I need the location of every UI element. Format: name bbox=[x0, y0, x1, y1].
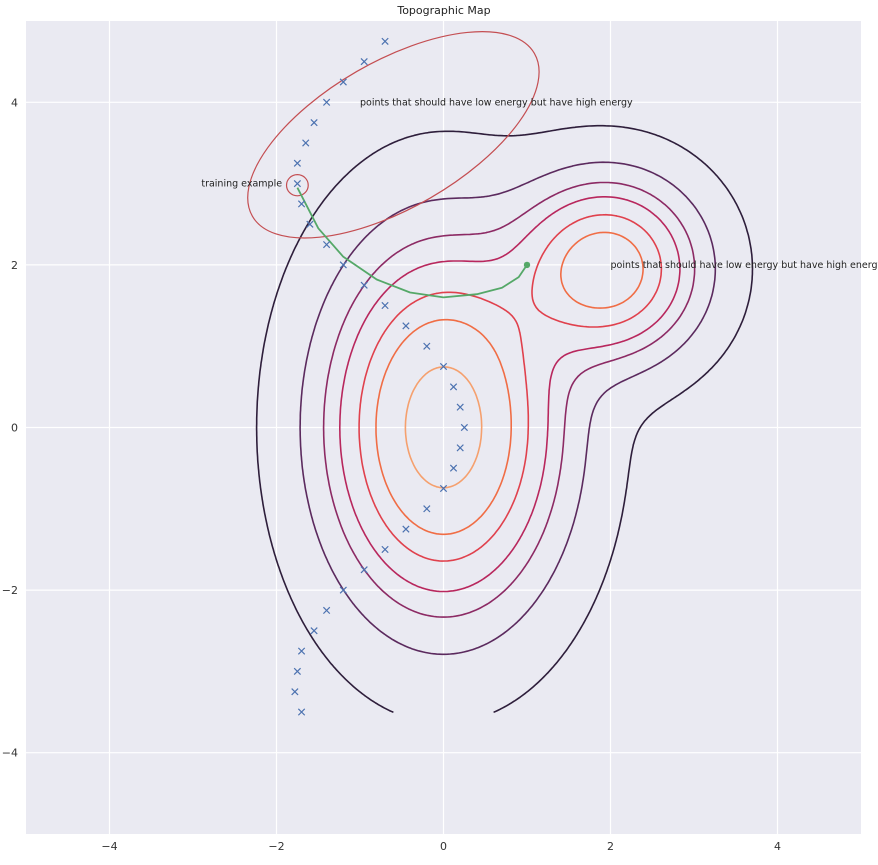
contour-level-2 bbox=[322, 181, 696, 618]
y-tick-label: −2 bbox=[2, 584, 18, 597]
sample-point bbox=[402, 322, 410, 330]
path-endpoint bbox=[523, 261, 531, 269]
grid-lines bbox=[26, 21, 861, 834]
sample-point bbox=[423, 505, 431, 513]
contour-level-4 bbox=[358, 213, 663, 562]
x-tick-label: −2 bbox=[268, 840, 284, 853]
x-tick-label: 0 bbox=[440, 840, 447, 853]
sample-point bbox=[360, 566, 368, 574]
y-tick-label: −4 bbox=[2, 747, 18, 760]
y-tick-label: 2 bbox=[11, 259, 18, 272]
sample-point bbox=[310, 627, 318, 635]
training-example-circle bbox=[285, 174, 309, 197]
high-energy-region bbox=[247, 31, 540, 239]
sample-point bbox=[423, 342, 431, 350]
sample-point bbox=[302, 139, 310, 147]
gradient-path bbox=[296, 187, 531, 299]
sample-point bbox=[460, 423, 468, 432]
sample-point bbox=[449, 383, 458, 391]
sample-point bbox=[322, 240, 331, 249]
contour-level-0 bbox=[255, 124, 754, 713]
sample-point bbox=[456, 444, 464, 452]
sample-point bbox=[322, 606, 331, 615]
sample-point bbox=[402, 525, 410, 533]
sample-point bbox=[381, 301, 389, 310]
sample-point bbox=[439, 362, 448, 371]
sample-point bbox=[322, 98, 331, 106]
sample-point bbox=[297, 708, 306, 716]
chart-title: Topographic Map bbox=[396, 4, 490, 17]
sample-point bbox=[339, 78, 347, 86]
sample-point bbox=[449, 464, 458, 472]
high-energy-label-right: points that should have low energy but h… bbox=[611, 260, 878, 271]
x-tick-label: 2 bbox=[607, 840, 614, 853]
y-tick-label: 0 bbox=[11, 422, 18, 435]
training-example-label: training example bbox=[201, 179, 282, 190]
sample-point bbox=[297, 647, 306, 655]
sample-point bbox=[293, 159, 301, 167]
sample-point bbox=[381, 37, 389, 45]
ellipses bbox=[247, 31, 540, 239]
sample-point bbox=[381, 545, 389, 554]
sample-point bbox=[360, 281, 368, 289]
sample-point bbox=[339, 586, 347, 594]
sample-point bbox=[339, 261, 347, 269]
x-tick-label: 4 bbox=[774, 840, 781, 853]
sample-points bbox=[291, 37, 468, 716]
high-energy-label-top: points that should have low energy but h… bbox=[360, 97, 633, 108]
sample-point bbox=[297, 200, 306, 208]
sample-point bbox=[439, 484, 448, 493]
contour-level-5 bbox=[375, 231, 644, 536]
y-axis-ticks: −4 −2 0 2 4 bbox=[2, 96, 18, 759]
y-tick-label: 4 bbox=[11, 96, 18, 109]
sample-point bbox=[293, 179, 301, 188]
contour-level-6 bbox=[404, 366, 483, 489]
annotations: training example points that should have … bbox=[201, 97, 878, 271]
sample-point bbox=[293, 667, 301, 676]
contour-level-3 bbox=[339, 196, 681, 593]
sample-point bbox=[456, 403, 464, 411]
sample-point bbox=[291, 688, 299, 696]
x-axis-ticks: −4 −2 0 2 4 bbox=[101, 840, 781, 853]
x-tick-label: −4 bbox=[101, 840, 117, 853]
path-line bbox=[296, 187, 528, 299]
contour-level-1 bbox=[299, 161, 717, 656]
sample-point bbox=[310, 119, 318, 127]
sample-point bbox=[306, 220, 314, 228]
contour-lines bbox=[255, 124, 754, 713]
sample-point bbox=[360, 58, 368, 66]
